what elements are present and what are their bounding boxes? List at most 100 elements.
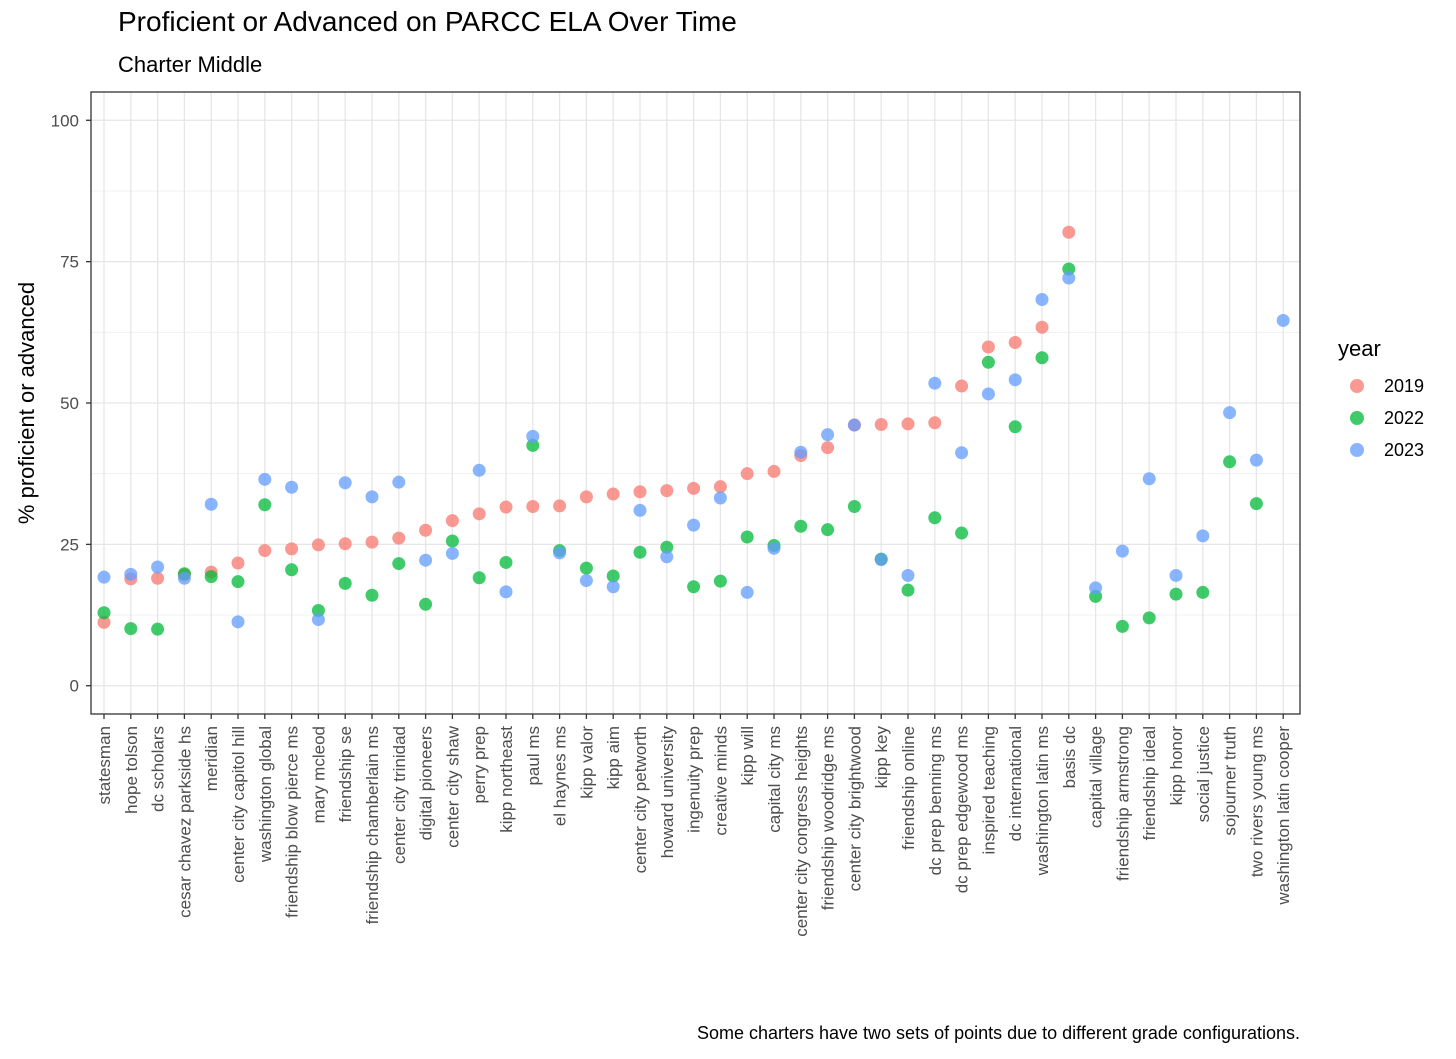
x-tick-label: mary mcleod <box>309 726 328 823</box>
point-2023 <box>177 571 191 585</box>
point-2022 <box>713 574 727 588</box>
legend: year 2019 2022 2023 <box>1338 336 1424 466</box>
point-2022 <box>1223 455 1237 469</box>
legend-key-2022 <box>1350 411 1364 425</box>
point-2023 <box>606 580 620 594</box>
point-2023 <box>419 553 433 567</box>
point-2019 <box>392 531 406 545</box>
point-2022 <box>365 588 379 602</box>
chart-title: Proficient or Advanced on PARCC ELA Over… <box>118 6 737 37</box>
point-2022 <box>392 557 406 571</box>
x-tick-label: kipp northeast <box>497 726 516 833</box>
point-2019 <box>97 615 111 629</box>
point-2022 <box>231 575 245 589</box>
y-tick-label: 0 <box>70 677 79 696</box>
point-2023 <box>1196 529 1210 543</box>
point-2019 <box>981 340 995 354</box>
x-tick-label: friendship chamberlain ms <box>363 726 382 924</box>
x-tick-label: friendship woodridge ms <box>819 726 838 910</box>
point-2019 <box>445 514 459 528</box>
point-2019 <box>258 544 272 558</box>
legend-label-2019: 2019 <box>1384 375 1425 396</box>
point-2022 <box>1062 262 1076 276</box>
point-2023 <box>1169 568 1183 582</box>
legend-key-2019 <box>1350 379 1364 393</box>
point-2019 <box>285 542 299 556</box>
point-2022 <box>526 438 540 452</box>
x-tick-label: kipp key <box>872 726 891 789</box>
point-2019 <box>1062 225 1076 239</box>
x-tick-label: kipp will <box>738 726 757 786</box>
point-2022 <box>847 499 861 513</box>
point-2023 <box>472 463 486 477</box>
point-2023 <box>767 541 781 555</box>
point-2023 <box>713 491 727 505</box>
point-2019 <box>419 523 433 537</box>
point-2022 <box>97 606 111 620</box>
point-2019 <box>499 500 513 514</box>
point-2019 <box>1035 320 1049 334</box>
point-2023 <box>1115 544 1129 558</box>
point-2022 <box>1196 585 1210 599</box>
point-2019 <box>955 379 969 393</box>
point-2023 <box>1276 313 1290 327</box>
x-tick-label: dc international <box>1006 726 1025 841</box>
point-2019 <box>633 485 647 499</box>
point-2019 <box>606 487 620 501</box>
point-2023 <box>311 613 325 627</box>
x-tick-label: howard university <box>658 726 677 859</box>
point-2023 <box>740 585 754 599</box>
point-2023 <box>1142 472 1156 486</box>
x-tick-label: washington global <box>256 726 275 863</box>
point-2019 <box>231 556 245 570</box>
point-2019 <box>821 441 835 455</box>
legend-label-2023: 2023 <box>1384 439 1425 460</box>
point-2023 <box>1062 271 1076 285</box>
x-tick-label: ingenuity prep <box>685 726 704 833</box>
legend-key-2023 <box>1350 443 1364 457</box>
point-2019 <box>472 507 486 521</box>
point-2023 <box>955 446 969 460</box>
x-tick-label: friendship armstrong <box>1113 726 1132 881</box>
point-2022 <box>660 540 674 554</box>
chart-caption: Some charters have two sets of points du… <box>696 1023 1300 1043</box>
point-2022 <box>1115 619 1129 633</box>
x-tick-label: capital village <box>1087 726 1106 828</box>
point-2022 <box>285 563 299 577</box>
point-2023 <box>660 550 674 564</box>
point-2022 <box>1035 351 1049 365</box>
point-2022 <box>740 530 754 544</box>
x-tick-label: washington latin ms <box>1033 726 1052 876</box>
point-2023 <box>445 546 459 560</box>
point-2022 <box>499 555 513 569</box>
point-2023 <box>847 418 861 432</box>
point-2023 <box>151 560 165 574</box>
point-2023 <box>981 387 995 401</box>
point-2022 <box>1169 587 1183 601</box>
x-tick-label: capital city ms <box>765 726 784 833</box>
x-tick-label: basis dc <box>1060 726 1079 789</box>
point-2019 <box>338 537 352 551</box>
x-tick-label: washington latin cooper <box>1274 726 1293 906</box>
x-tick-label: center city congress heights <box>792 726 811 937</box>
legend-item-2023: 2023 <box>1338 434 1424 466</box>
point-2023 <box>579 574 593 588</box>
point-2022 <box>445 534 459 548</box>
x-tick-label: kipp aim <box>604 726 623 789</box>
point-2023 <box>633 503 647 517</box>
point-2023 <box>901 568 915 582</box>
point-2023 <box>1249 453 1263 467</box>
x-tick-label: friendship se <box>336 726 355 822</box>
point-2022 <box>633 545 647 559</box>
x-tick-label: center city capitol hill <box>229 726 248 883</box>
point-2023 <box>365 490 379 504</box>
x-tick-label: el haynes ms <box>551 726 570 826</box>
point-2023 <box>553 546 567 560</box>
point-2023 <box>204 497 218 511</box>
point-2019 <box>365 535 379 549</box>
point-2019 <box>311 538 325 552</box>
point-2019 <box>928 416 942 430</box>
point-2022 <box>901 583 915 597</box>
x-tick-label: paul ms <box>524 726 543 786</box>
x-tick-label: sojourner truth <box>1221 726 1240 836</box>
